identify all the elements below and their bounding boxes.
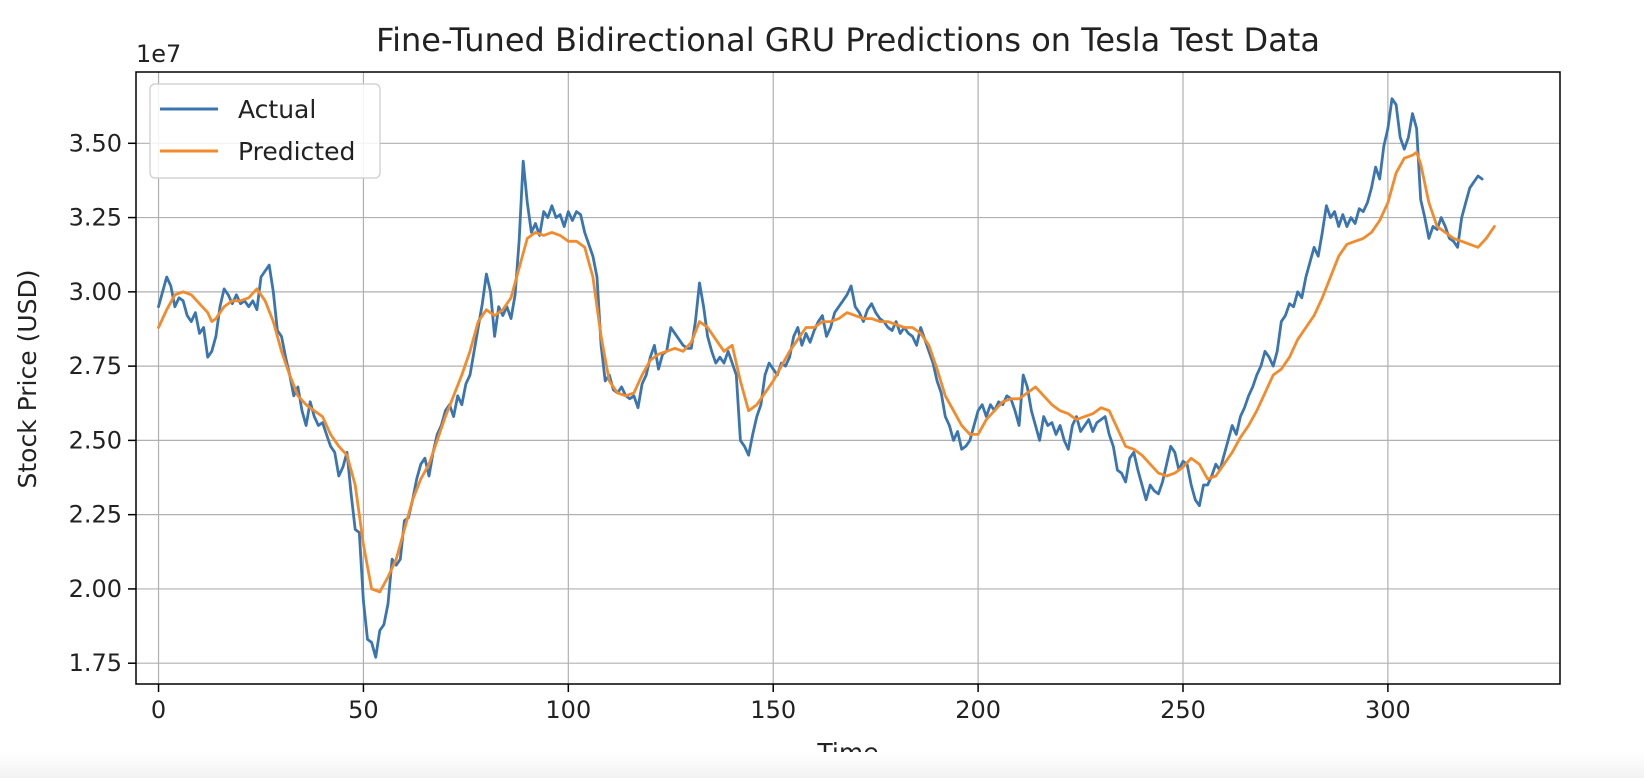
y-tick-label: 2.25 [69, 501, 122, 529]
x-tick-label: 50 [348, 696, 379, 724]
y-tick-label: 2.00 [69, 575, 122, 603]
plot-lines [157, 97, 1496, 659]
series-line-actual [157, 97, 1484, 659]
x-tick-label: 250 [1160, 696, 1206, 724]
x-tick-label: 0 [151, 696, 166, 724]
x-tick-label: 100 [545, 696, 591, 724]
y-tick-label: 1.75 [69, 649, 122, 677]
y-tick-label: 2.50 [69, 426, 122, 454]
x-tick-label: 150 [750, 696, 796, 724]
y-scale-label: 1e7 [136, 40, 181, 68]
legend-label-actual: Actual [238, 95, 316, 124]
y-axis-label: Stock Price (USD) [13, 270, 42, 489]
chart-title: Fine-Tuned Bidirectional GRU Predictions… [376, 21, 1320, 59]
x-tick-label: 300 [1365, 696, 1411, 724]
bottom-fade [0, 752, 1644, 778]
series-line-predicted [157, 150, 1496, 594]
y-tick-label: 2.75 [69, 352, 122, 380]
axis-ticks: 0 50 100 150 200 250 300 1.75 2.00 2.25 2.50 2.75 3.… [69, 129, 1411, 724]
x-tick-label: 200 [955, 696, 1001, 724]
y-tick-label: 3.00 [69, 278, 122, 306]
legend-label-predicted: Predicted [238, 137, 355, 166]
y-tick-label: 3.50 [69, 129, 122, 157]
legend: Actual Predicted [149, 83, 381, 179]
y-tick-label: 3.25 [69, 204, 122, 232]
plot-frame [135, 71, 1561, 685]
